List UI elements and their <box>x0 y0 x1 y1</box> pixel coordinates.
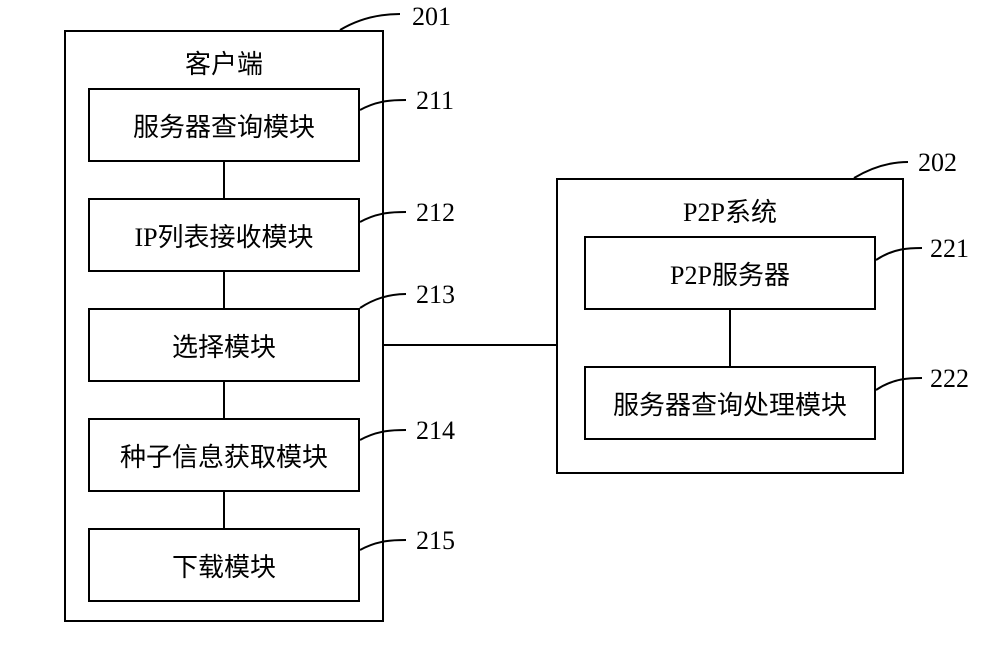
ref-221: 221 <box>930 234 969 264</box>
module-213: 选择模块 <box>88 308 360 382</box>
module-211-label: 服务器查询模块 <box>133 107 315 144</box>
module-212: IP列表接收模块 <box>88 198 360 272</box>
ref-215: 215 <box>416 526 455 556</box>
ref-211: 211 <box>416 86 454 116</box>
module-221-label: P2P服务器 <box>670 255 790 292</box>
ref-201: 201 <box>412 2 451 32</box>
module-214-label: 种子信息获取模块 <box>120 437 328 474</box>
ref-212: 212 <box>416 198 455 228</box>
ref-222: 222 <box>930 364 969 394</box>
ref-214: 214 <box>416 416 455 446</box>
module-212-label: IP列表接收模块 <box>134 217 313 254</box>
module-214: 种子信息获取模块 <box>88 418 360 492</box>
ref-213: 213 <box>416 280 455 310</box>
p2p-title: P2P系统 <box>556 192 904 229</box>
module-211: 服务器查询模块 <box>88 88 360 162</box>
module-215: 下载模块 <box>88 528 360 602</box>
module-213-label: 选择模块 <box>172 327 276 364</box>
ref-202: 202 <box>918 148 957 178</box>
module-221: P2P服务器 <box>584 236 876 310</box>
module-222: 服务器查询处理模块 <box>584 366 876 440</box>
module-215-label: 下载模块 <box>172 547 276 584</box>
client-title: 客户端 <box>64 44 384 81</box>
module-222-label: 服务器查询处理模块 <box>613 385 847 422</box>
diagram-canvas: 客户端 服务器查询模块 IP列表接收模块 选择模块 种子信息获取模块 下载模块 … <box>0 0 1000 658</box>
